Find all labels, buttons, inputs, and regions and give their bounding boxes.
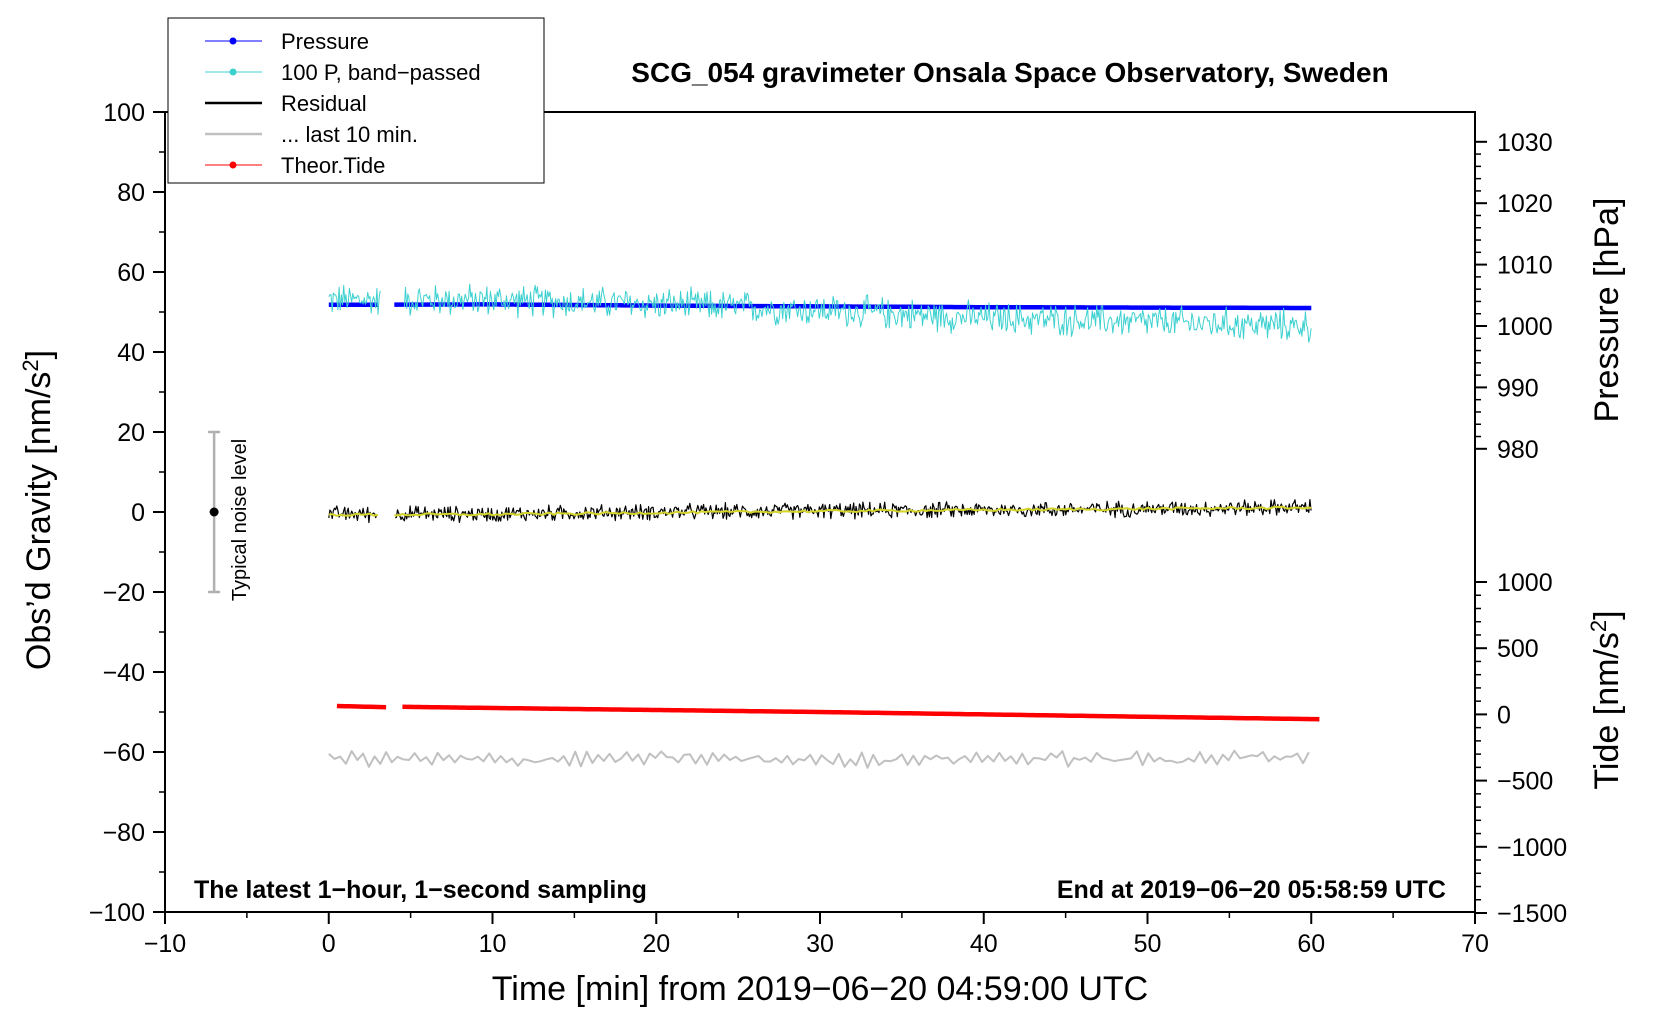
series-residual-smoothed — [328, 505, 1312, 517]
y-axis-title-pressure: Pressure [hPa] — [1588, 198, 1626, 423]
noise-point — [209, 507, 219, 517]
x-tick-label-60: 60 — [1297, 930, 1325, 958]
legend-marker-4 — [229, 161, 237, 169]
y-tick-label-20: 20 — [117, 419, 145, 447]
y-tick-label--40: −40 — [103, 659, 145, 687]
series-theor-tide — [336, 703, 1320, 722]
y-tick-label-80: 80 — [117, 179, 145, 207]
series-line-1-1 — [403, 283, 1312, 343]
y-tick-label--80: −80 — [103, 819, 145, 847]
pressure-tick-label-1030: 1030 — [1497, 129, 1553, 157]
series-line-4-0 — [328, 749, 1310, 769]
legend-entry-2: Residual — [205, 91, 367, 116]
y-axis-title-tide-sup: 2 — [1586, 620, 1611, 632]
x-tick-label-20: 20 — [642, 930, 670, 958]
series-line-5-0 — [336, 703, 387, 710]
y-tick-label--60: −60 — [103, 739, 145, 767]
legend-box — [167, 17, 545, 184]
pressure-tick-label-990: 990 — [1497, 374, 1539, 402]
x-tick-label-70: 70 — [1461, 930, 1489, 958]
series-line-3-0 — [328, 512, 379, 517]
series-line-2-0 — [328, 505, 378, 524]
pressure-tick-label-1000: 1000 — [1497, 313, 1553, 341]
x-axis-title: Time [min] from 2019−06−20 04:59:00 UTC — [492, 970, 1148, 1008]
series-100-p-band-passed — [328, 283, 1312, 343]
series--last-10-min- — [328, 749, 1310, 769]
legend-entry-3: ... last 10 min. — [205, 122, 418, 147]
x-tick-label-50: 50 — [1134, 930, 1162, 958]
tide-tick-label--1000: −1000 — [1497, 834, 1567, 862]
legend-entry-0: Pressure — [205, 29, 369, 54]
pressure-tick-label-980: 980 — [1497, 436, 1539, 464]
y-tick-label--100: −100 — [89, 899, 145, 927]
y-axis-title-left-sup: 2 — [18, 359, 43, 371]
legend-marker-1 — [229, 68, 237, 76]
noise-label: Typical noise level — [229, 439, 251, 601]
y-tick-label-40: 40 — [117, 339, 145, 367]
x-tick-label-40: 40 — [970, 930, 998, 958]
legend-marker-0 — [229, 37, 237, 45]
pressure-tick-label-1010: 1010 — [1497, 252, 1553, 280]
legend-label-4: Theor.Tide — [281, 153, 385, 178]
y-tick-label-100: 100 — [103, 99, 145, 127]
x-tick-label-10: 10 — [479, 930, 507, 958]
tide-tick-label-1000: 1000 — [1497, 569, 1553, 597]
y-tick-label-60: 60 — [117, 259, 145, 287]
y-axis-title-left: Obs’d Gravity [nm/s2] — [18, 350, 58, 670]
legend: Pressure 100 P, band−passed Residual ... la… — [167, 17, 545, 184]
series-pressure — [328, 302, 1312, 311]
x-tick-label--10: −10 — [144, 930, 186, 958]
tide-tick-label--1500: −1500 — [1497, 900, 1567, 928]
y-tick-label-0: 0 — [131, 499, 145, 527]
tide-tick-label-0: 0 — [1497, 701, 1511, 729]
noise-indicator: Typical noise level — [208, 430, 251, 601]
tide-tick-label--500: −500 — [1497, 768, 1553, 796]
series-line-5-1 — [402, 704, 1320, 722]
legend-label-2: Residual — [281, 91, 367, 116]
chart-title: SCG_054 gravimeter Onsala Space Observat… — [631, 57, 1388, 88]
annotation-right: End at 2019−06−20 05:58:59 UTC — [1057, 876, 1446, 904]
legend-label-1: 100 P, band−passed — [281, 60, 481, 85]
series-line-1-0 — [328, 284, 381, 315]
series-line-3-1 — [394, 505, 1312, 517]
legend-label-0: Pressure — [281, 29, 369, 54]
x-tick-label-30: 30 — [806, 930, 834, 958]
tide-tick-label-500: 500 — [1497, 635, 1539, 663]
annotation-left: The latest 1−hour, 1−second sampling — [194, 876, 647, 904]
legend-entries: Pressure 100 P, band−passed Residual ... la… — [205, 29, 481, 178]
legend-entry-4: Theor.Tide — [205, 153, 385, 178]
pressure-tick-label-1020: 1020 — [1497, 190, 1553, 218]
y-tick-label--20: −20 — [103, 579, 145, 607]
series-layer — [328, 283, 1320, 769]
legend-entry-1: 100 P, band−passed — [205, 60, 481, 85]
legend-label-3: ... last 10 min. — [281, 122, 418, 147]
x-tick-label-0: 0 — [322, 930, 336, 958]
y-axis-title-tide: Tide [nm/s2] — [1586, 610, 1626, 789]
axes-layer: −10 0 10 20 30 40 50 60 70100806040200−20−40−60−… — [89, 99, 1568, 958]
series-line-0-1 — [394, 302, 1312, 311]
